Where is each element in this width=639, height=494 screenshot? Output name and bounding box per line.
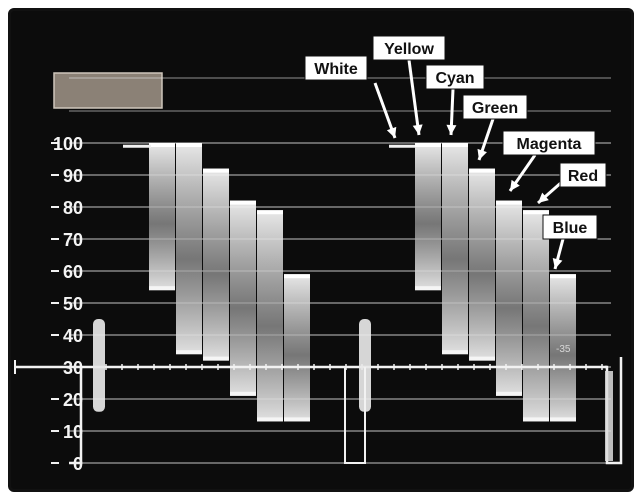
color-bar-bottom — [257, 417, 283, 422]
callout-arrowhead — [510, 179, 520, 191]
color-bar — [257, 210, 283, 422]
color-bar-top — [523, 210, 549, 215]
callout-label: Blue — [553, 220, 588, 237]
color-bar-bottom — [496, 391, 522, 396]
color-bar-top — [442, 143, 468, 147]
callout-label: Cyan — [435, 70, 474, 87]
color-bar-top — [149, 143, 175, 147]
color-bar — [415, 143, 441, 291]
color-bar-top — [203, 168, 229, 173]
color-bar-bottom — [149, 286, 175, 291]
color-bar — [203, 168, 229, 361]
callout-box — [304, 55, 368, 81]
callout-label: Magenta — [517, 136, 582, 153]
callout-arrowhead — [552, 258, 563, 269]
color-bar-top — [257, 210, 283, 215]
callout-label: Green — [472, 100, 518, 117]
color-bar — [230, 200, 256, 396]
color-bar — [284, 274, 310, 422]
color-bar-bottom — [203, 356, 229, 361]
color-bar-top — [230, 200, 256, 205]
scale-label: 60 — [63, 262, 83, 282]
color-bar — [523, 210, 549, 422]
callout-label: White — [314, 61, 358, 78]
marker-35-label: -35 — [556, 344, 571, 355]
callout-arrow — [407, 59, 421, 136]
color-bar — [442, 143, 468, 355]
color-bar — [496, 200, 522, 396]
scale-label: 70 — [63, 230, 83, 250]
callout-box — [559, 162, 607, 188]
color-bar — [550, 274, 576, 422]
callout-box — [462, 94, 528, 120]
sync-pulse — [344, 367, 366, 464]
color-bar-bottom — [415, 286, 441, 291]
color-burst — [359, 319, 371, 412]
color-bar-top — [469, 168, 495, 173]
waveform-monitor-screen: 100 90 80 70 60 50 40 30 20 10 0 White Yellow Cyan Gr… — [8, 8, 634, 492]
color-bar-top — [496, 200, 522, 205]
color-bar-bottom — [230, 391, 256, 396]
callout-label: Yellow — [384, 41, 434, 58]
callout-box — [372, 35, 446, 61]
scale-label: 90 — [63, 166, 83, 186]
color-bar-top — [550, 274, 576, 279]
color-bar — [176, 143, 202, 355]
scale-label: 20 — [63, 390, 83, 410]
callout-arrowhead — [538, 192, 549, 203]
color-bar-bottom — [284, 417, 310, 422]
callout-arrowhead — [477, 148, 487, 160]
sync-pulse — [605, 357, 623, 465]
callout-box — [542, 214, 598, 240]
color-bar-bottom — [523, 417, 549, 422]
color-bar-bottom — [469, 356, 495, 361]
color-bar-top — [176, 143, 202, 147]
callout-box — [425, 64, 485, 90]
color-bar — [469, 168, 495, 361]
color-bar-bottom — [550, 417, 576, 422]
color-bar-top — [284, 274, 310, 279]
callout-box — [502, 130, 596, 156]
color-bar-bottom — [442, 350, 468, 355]
scale-label: 40 — [63, 326, 83, 346]
scale-label: 100 — [53, 134, 83, 154]
color-bars-left — [149, 143, 310, 422]
callout-arrowhead — [412, 124, 423, 135]
baseline-trace — [15, 144, 623, 465]
graticule-label-patch — [53, 72, 163, 109]
scale-label: 10 — [63, 422, 83, 442]
callout-arrowhead — [386, 126, 397, 138]
color-bars-right — [415, 143, 576, 422]
color-burst — [93, 319, 105, 412]
callout-label: Red — [568, 168, 598, 185]
color-bar — [149, 143, 175, 291]
callout-arrowhead — [446, 124, 457, 135]
color-bar-top — [415, 143, 441, 147]
scale-label: 80 — [63, 198, 83, 218]
sync-pulse — [69, 367, 83, 465]
scale-label: 50 — [63, 294, 83, 314]
color-bar-bottom — [176, 350, 202, 355]
